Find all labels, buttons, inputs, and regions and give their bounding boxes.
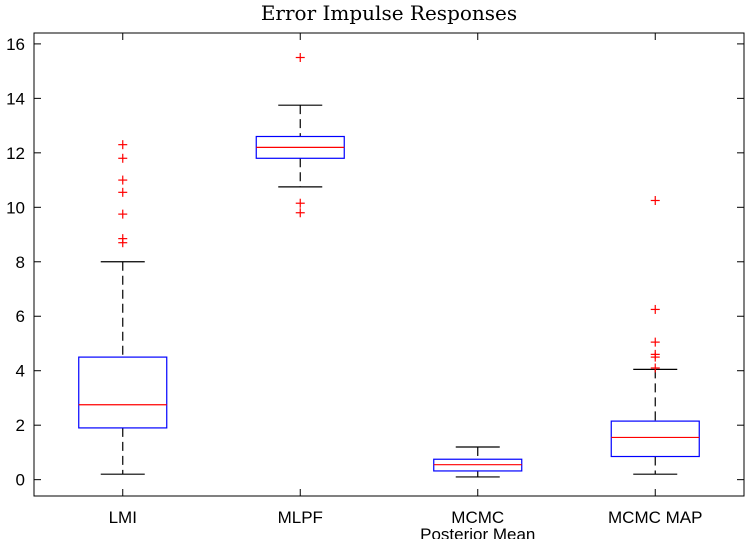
x-axis: LMI MLPF MCMC Posterior Mean MCMC MAP [109,33,702,539]
y-tick-label: 2 [16,416,25,435]
x-tick-label-line: Posterior Mean [420,525,535,539]
box-mcmc-map [610,195,700,475]
y-tick-label: 10 [6,198,25,217]
y-tick-label: 14 [6,89,25,108]
outlier-marker [650,337,660,347]
plot-area-frame [33,32,745,497]
x-tick-label-line: LMI [109,508,137,527]
x-tick-label-line: MCMC MAP [608,508,702,527]
x-tick-label: MCMC Posterior Mean [420,508,535,539]
x-tick-label: MCMC MAP [608,508,702,527]
boxes-group [78,53,700,478]
y-tick-label: 6 [16,307,25,326]
box-mlpf [255,53,345,218]
outlier-marker [650,304,660,314]
outlier-marker [650,349,660,359]
y-tick-label: 12 [6,144,25,163]
box-mcmc-posterior-mean [433,446,523,478]
x-tick-label-line: MLPF [278,508,323,527]
y-tick-label: 0 [16,471,25,490]
outlier-marker [295,198,305,208]
y-tick-label: 4 [16,362,25,381]
y-tick-label: 16 [6,35,25,54]
x-tick-label-line: MCMC [451,508,504,527]
x-tick-label: LMI [109,508,137,527]
outlier-marker [118,187,128,197]
box-lmi [78,140,168,475]
outlier-marker [118,209,128,219]
outlier-marker [118,153,128,163]
x-tick-label: MLPF [278,508,323,527]
y-axis: 0 2 4 6 8 10 12 14 16 [6,35,744,490]
outlier-marker [118,140,128,150]
outlier-marker [295,53,305,63]
outlier-marker [118,175,128,185]
outlier-marker [295,208,305,218]
interquartile-box [78,356,168,429]
outlier-marker [650,363,660,373]
chart-title: Error Impulse Responses [261,1,517,25]
y-tick-label: 8 [16,253,25,272]
outlier-marker [650,195,660,205]
outlier-marker [118,234,128,244]
interquartile-box [610,420,700,458]
